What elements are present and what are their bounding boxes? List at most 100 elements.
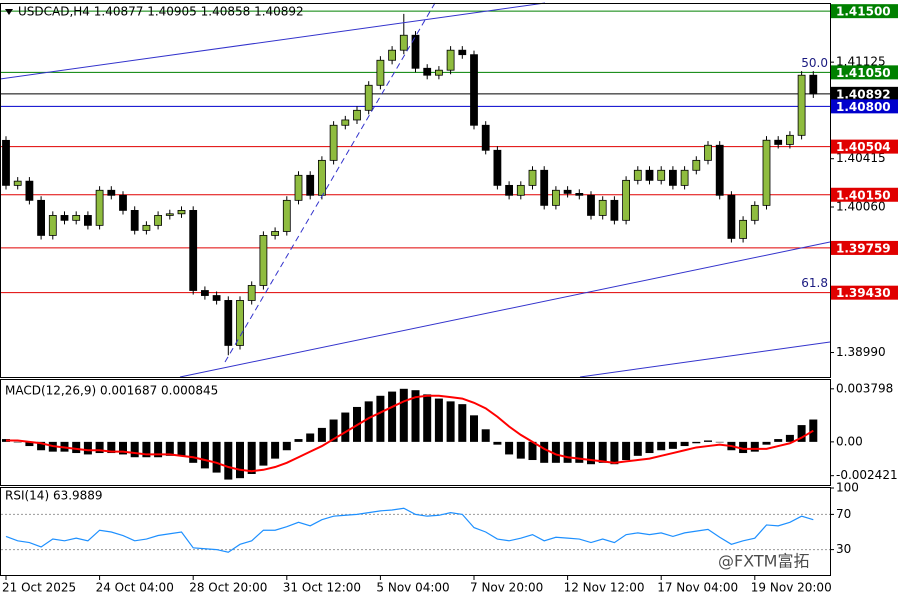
macd-bar xyxy=(259,441,268,466)
level-label-box xyxy=(831,187,898,202)
candle-body xyxy=(797,74,806,136)
candle-body xyxy=(739,219,747,239)
candle-body xyxy=(446,49,455,71)
candle-body xyxy=(563,189,572,194)
candle-body xyxy=(774,139,783,145)
macd-bar xyxy=(505,441,514,455)
y-tick-label: 1.41125 xyxy=(836,55,886,69)
candle-body xyxy=(271,231,280,236)
menu-arrow xyxy=(5,9,13,15)
macd-bar xyxy=(692,441,701,444)
candle-body xyxy=(13,180,22,186)
candle-body xyxy=(25,180,34,201)
macd-bar xyxy=(119,441,127,455)
macd-bar xyxy=(563,441,572,463)
macd-bar xyxy=(633,441,642,456)
macd-bar xyxy=(142,441,151,458)
candle-body xyxy=(633,169,642,181)
macd-bar xyxy=(668,441,677,449)
macd-bar xyxy=(177,441,186,456)
candle-body xyxy=(411,34,420,69)
macd-bar xyxy=(587,441,595,465)
y-tick-label: 0.00 xyxy=(836,434,863,448)
candle-body xyxy=(388,49,397,61)
rsi-title: RSI(14) 63.9889 xyxy=(5,489,103,503)
macd-bar xyxy=(329,419,338,442)
watermark: @FXTM富拓 xyxy=(718,552,809,571)
macd-bar xyxy=(376,395,385,442)
x-tick-label: 31 Oct 12:00 xyxy=(283,581,361,595)
candle-body xyxy=(364,84,373,111)
macd-bar xyxy=(622,441,631,461)
candle-body xyxy=(95,189,104,226)
candle-body xyxy=(458,49,467,56)
macd-bar xyxy=(739,441,748,454)
macd-bar xyxy=(212,441,221,473)
x-tick-label: 12 Nov 12:00 xyxy=(564,581,645,595)
macd-bar xyxy=(610,441,619,465)
level-label-box xyxy=(831,4,898,19)
macd-bar xyxy=(189,441,198,463)
level-label-box xyxy=(831,139,898,154)
candle-body xyxy=(657,169,666,181)
candle-body xyxy=(610,199,619,221)
candle-body xyxy=(481,124,490,151)
macd-panel-frame xyxy=(0,379,831,486)
candle-body xyxy=(762,139,771,206)
candle-body xyxy=(247,285,256,301)
candle-body xyxy=(165,213,174,216)
macd-bar xyxy=(680,441,689,447)
candle-body xyxy=(399,34,408,51)
macd-bar xyxy=(762,441,771,445)
macd-bar xyxy=(785,434,794,442)
macd-bar xyxy=(37,441,46,451)
macd-bar xyxy=(493,441,502,445)
rsi-panel-frame xyxy=(0,487,831,576)
candle-body xyxy=(669,169,677,186)
candle-body xyxy=(107,189,116,196)
channel-line xyxy=(179,241,831,378)
candle-body xyxy=(294,174,303,201)
macd-bar xyxy=(317,427,326,442)
macd-bar xyxy=(306,433,315,442)
candle-body xyxy=(119,194,127,211)
macd-bar xyxy=(83,441,92,455)
candle-body xyxy=(434,69,443,76)
x-tick-label: 17 Nov 04:00 xyxy=(657,581,738,595)
candle-body xyxy=(552,189,560,206)
candle-body xyxy=(598,199,607,216)
macd-bar xyxy=(458,404,467,442)
macd-bar xyxy=(95,441,104,454)
macd-bar xyxy=(704,440,712,442)
macd-bar xyxy=(282,441,291,451)
macd-bar xyxy=(797,425,806,442)
candle-body xyxy=(587,194,595,216)
candle-body xyxy=(423,67,432,76)
x-tick-label: 7 Nov 20:00 xyxy=(470,581,543,595)
macd-bar xyxy=(411,390,420,442)
candle-body xyxy=(786,134,794,145)
y-tick-label: 1.38990 xyxy=(836,345,886,359)
candle-body xyxy=(60,215,69,221)
y-tick-label: 0.003798 xyxy=(836,381,893,395)
candle-body xyxy=(84,215,92,226)
candle-body xyxy=(177,209,186,215)
candle-body xyxy=(212,295,221,301)
macd-bar xyxy=(13,441,22,443)
macd-bar xyxy=(575,441,584,463)
candle-body xyxy=(2,139,10,186)
candle-body xyxy=(353,109,361,121)
candle-body xyxy=(692,159,701,171)
macd-bar xyxy=(224,441,233,480)
fib-label: 50.0 xyxy=(801,56,828,70)
macd-bar xyxy=(388,391,397,442)
candle-body xyxy=(516,184,525,196)
level-label: 1.40150 xyxy=(836,188,891,202)
level-label: 1.40504 xyxy=(836,140,891,154)
candle-body xyxy=(750,204,759,221)
macd-bar xyxy=(481,429,490,442)
candle-body xyxy=(48,215,57,236)
plot-layer: 1.41125 1.40415 1.40060 1.38990 1.41500 1.410… xyxy=(1,4,898,595)
macd-bar xyxy=(446,401,455,442)
